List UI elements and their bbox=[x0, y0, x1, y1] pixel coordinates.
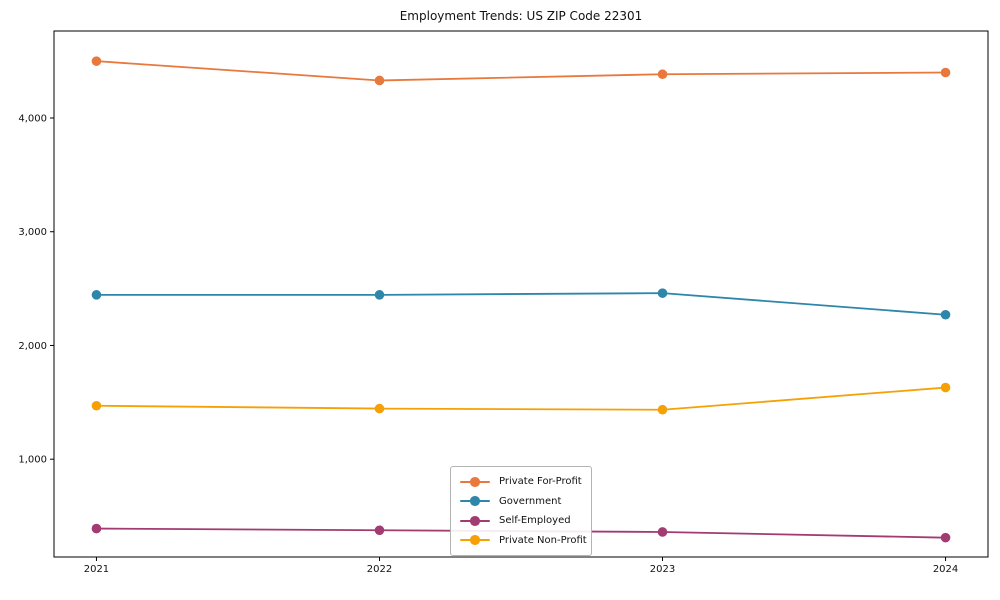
data-point-government bbox=[657, 288, 668, 298]
data-point-government bbox=[940, 309, 951, 320]
series-line-private-for-profit bbox=[96, 60, 946, 82]
line-dot-marker-icon bbox=[460, 476, 490, 487]
data-point-government bbox=[374, 290, 385, 300]
x-axis-tick-label: 2024 bbox=[933, 564, 958, 575]
legend-item-private-for-profit: Private For-Profit bbox=[460, 472, 583, 492]
x-axis-tick-label: 2023 bbox=[650, 564, 675, 575]
x-axis-tick-label: 2022 bbox=[367, 564, 392, 575]
y-axis-tick-label: 4,000 bbox=[18, 114, 47, 125]
data-point-private-for-profit bbox=[91, 56, 102, 66]
series-line-private-non-profit bbox=[96, 386, 946, 411]
legend: Private For-Profit Government Self-Emplo… bbox=[450, 466, 592, 556]
x-axis-tick-label: 2021 bbox=[84, 564, 109, 575]
data-point-private-for-profit bbox=[657, 69, 668, 80]
series-line-government bbox=[96, 292, 946, 316]
data-point-private-non-profit bbox=[657, 404, 668, 415]
data-point-private-for-profit bbox=[374, 75, 385, 86]
data-point-private-non-profit bbox=[91, 400, 102, 411]
data-point-self-employed bbox=[940, 532, 951, 543]
data-point-private-for-profit bbox=[940, 67, 951, 78]
chart-title: Employment Trends: US ZIP Code 22301 bbox=[399, 9, 643, 23]
data-point-government bbox=[91, 290, 102, 300]
legend-label: Self-Employed bbox=[499, 515, 571, 527]
legend-label: Government bbox=[499, 495, 562, 507]
legend-item-government: Government bbox=[460, 492, 583, 512]
legend-label: Private For-Profit bbox=[499, 476, 582, 488]
data-point-self-employed bbox=[374, 525, 385, 536]
line-dot-marker-icon bbox=[460, 515, 490, 526]
data-point-self-employed bbox=[657, 527, 668, 537]
data-point-private-non-profit bbox=[374, 403, 385, 414]
y-axis-tick-label: 2,000 bbox=[18, 341, 47, 352]
legend-label: Private Non-Profit bbox=[499, 534, 587, 546]
plot-border bbox=[53, 30, 989, 558]
data-point-self-employed bbox=[91, 523, 102, 534]
y-axis-tick-label: 3,000 bbox=[18, 227, 47, 238]
line-dot-marker-icon bbox=[460, 535, 490, 546]
data-point-private-non-profit bbox=[940, 382, 951, 393]
legend-item-private-non-profit: Private Non-Profit bbox=[460, 531, 587, 551]
line-dot-marker-icon bbox=[460, 496, 490, 507]
y-axis-tick-label: 1,000 bbox=[18, 455, 47, 466]
legend-item-self-employed: Self-Employed bbox=[460, 511, 583, 531]
